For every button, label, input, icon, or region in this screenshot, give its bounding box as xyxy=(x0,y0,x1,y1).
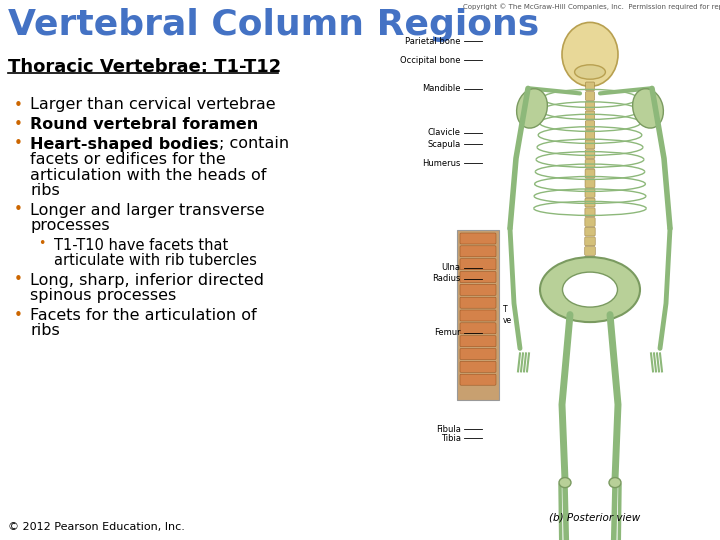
Text: © 2012 Pearson Education, Inc.: © 2012 Pearson Education, Inc. xyxy=(8,522,185,532)
FancyBboxPatch shape xyxy=(585,285,595,294)
Text: Scapula: Scapula xyxy=(428,140,461,149)
Text: facets or edifices for the: facets or edifices for the xyxy=(30,152,226,167)
Text: ribs: ribs xyxy=(30,323,60,338)
Text: Thoracic Vertebrae: T1-T12: Thoracic Vertebrae: T1-T12 xyxy=(8,58,282,76)
Ellipse shape xyxy=(609,477,621,488)
FancyBboxPatch shape xyxy=(585,208,595,217)
Ellipse shape xyxy=(633,89,663,128)
Text: ribs: ribs xyxy=(30,183,60,198)
Text: ; contain: ; contain xyxy=(219,137,289,152)
FancyBboxPatch shape xyxy=(585,82,595,91)
FancyBboxPatch shape xyxy=(585,179,595,187)
Text: articulate with rib tubercles: articulate with rib tubercles xyxy=(54,253,257,268)
FancyBboxPatch shape xyxy=(460,297,496,308)
FancyBboxPatch shape xyxy=(585,218,595,226)
FancyBboxPatch shape xyxy=(585,227,595,236)
Text: processes: processes xyxy=(30,218,109,233)
Text: •: • xyxy=(14,98,23,112)
Text: Ulna: Ulna xyxy=(441,264,461,272)
Text: T
ve: T ve xyxy=(503,305,512,325)
FancyBboxPatch shape xyxy=(460,259,496,269)
FancyBboxPatch shape xyxy=(585,131,595,139)
Text: T1-T10 have facets that: T1-T10 have facets that xyxy=(54,238,228,253)
Text: Vertebral Column Regions: Vertebral Column Regions xyxy=(8,8,539,42)
FancyBboxPatch shape xyxy=(460,323,496,334)
FancyBboxPatch shape xyxy=(460,285,496,295)
Text: spinous processes: spinous processes xyxy=(30,288,176,303)
FancyBboxPatch shape xyxy=(585,169,595,178)
FancyBboxPatch shape xyxy=(460,374,496,385)
Text: Mandible: Mandible xyxy=(422,84,461,93)
FancyBboxPatch shape xyxy=(585,140,595,149)
Ellipse shape xyxy=(575,65,606,79)
Ellipse shape xyxy=(562,272,618,307)
Text: Parietal bone: Parietal bone xyxy=(405,37,461,45)
FancyBboxPatch shape xyxy=(585,275,595,285)
Text: •: • xyxy=(14,202,23,218)
Text: •: • xyxy=(14,307,23,322)
FancyBboxPatch shape xyxy=(460,348,496,360)
Ellipse shape xyxy=(562,22,618,86)
Text: •: • xyxy=(14,273,23,287)
FancyBboxPatch shape xyxy=(585,188,595,197)
Text: Long, sharp, inferior directed: Long, sharp, inferior directed xyxy=(30,273,264,287)
FancyBboxPatch shape xyxy=(585,247,595,255)
FancyBboxPatch shape xyxy=(460,336,496,347)
Text: •: • xyxy=(38,238,45,251)
Text: Humerus: Humerus xyxy=(423,159,461,167)
FancyBboxPatch shape xyxy=(585,159,595,168)
Text: Copyright © The McGraw-Hill Companies, Inc.  Permission required for reproductio: Copyright © The McGraw-Hill Companies, I… xyxy=(463,3,720,10)
FancyBboxPatch shape xyxy=(585,266,595,275)
FancyBboxPatch shape xyxy=(460,361,496,373)
Text: articulation with the heads of: articulation with the heads of xyxy=(30,167,266,183)
FancyBboxPatch shape xyxy=(585,111,595,120)
Text: Round vertebral foramen: Round vertebral foramen xyxy=(30,117,258,132)
Text: Heart-shaped bodies: Heart-shaped bodies xyxy=(30,137,219,152)
Text: Occipital bone: Occipital bone xyxy=(400,56,461,65)
FancyBboxPatch shape xyxy=(585,150,595,159)
Text: (b) Posterior view: (b) Posterior view xyxy=(549,512,641,522)
FancyBboxPatch shape xyxy=(460,233,496,244)
Text: Larger than cervical vertebrae: Larger than cervical vertebrae xyxy=(30,98,276,112)
FancyBboxPatch shape xyxy=(460,310,496,321)
Ellipse shape xyxy=(540,257,640,322)
Text: Clavicle: Clavicle xyxy=(428,129,461,137)
FancyBboxPatch shape xyxy=(585,237,595,246)
Text: Fibula: Fibula xyxy=(436,425,461,434)
Text: Tibia: Tibia xyxy=(441,434,461,443)
Text: Radius: Radius xyxy=(432,274,461,283)
FancyBboxPatch shape xyxy=(457,230,499,400)
Text: Facets for the articulation of: Facets for the articulation of xyxy=(30,307,256,322)
FancyBboxPatch shape xyxy=(455,10,715,530)
Ellipse shape xyxy=(517,89,547,128)
Text: •: • xyxy=(14,117,23,132)
FancyBboxPatch shape xyxy=(460,272,496,282)
FancyBboxPatch shape xyxy=(460,246,496,257)
Text: Longer and larger transverse: Longer and larger transverse xyxy=(30,202,265,218)
FancyBboxPatch shape xyxy=(585,121,595,130)
FancyBboxPatch shape xyxy=(585,92,595,100)
FancyBboxPatch shape xyxy=(585,102,595,110)
Text: Femur: Femur xyxy=(434,328,461,337)
Ellipse shape xyxy=(559,477,571,488)
Text: •: • xyxy=(14,137,23,152)
FancyBboxPatch shape xyxy=(585,198,595,207)
FancyBboxPatch shape xyxy=(585,256,595,265)
